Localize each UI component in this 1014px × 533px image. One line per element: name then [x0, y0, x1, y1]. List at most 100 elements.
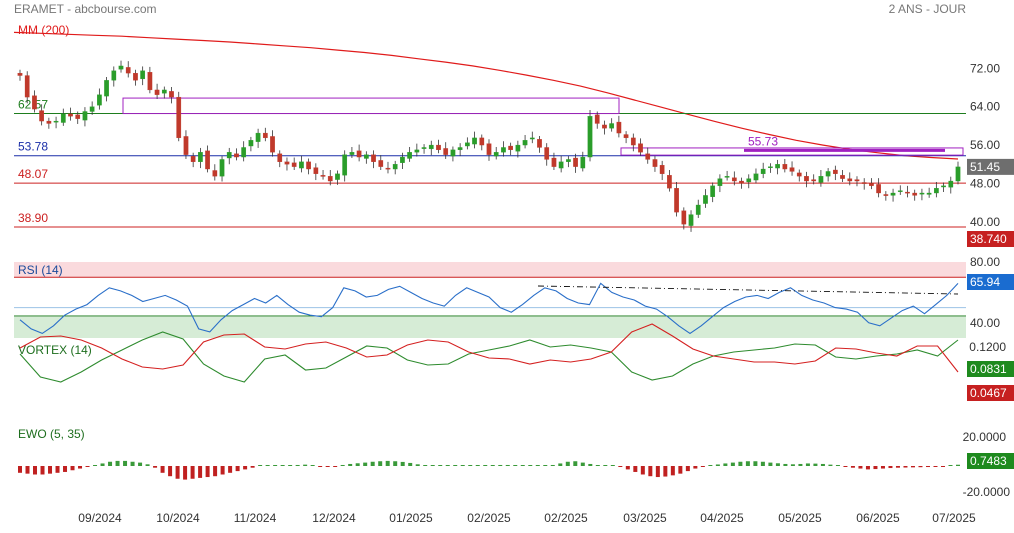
- ewo-bar: [348, 463, 353, 466]
- candle-body: [255, 132, 261, 142]
- rsi-legend: RSI (14): [18, 263, 63, 277]
- candle-body: [941, 185, 946, 188]
- ewo-bar: [843, 466, 848, 467]
- ewo-bar: [603, 465, 608, 466]
- ewo-bar: [715, 464, 720, 466]
- candle-body: [32, 95, 37, 110]
- rsi-overbought-band: [14, 262, 966, 278]
- ewo-bar: [498, 464, 503, 466]
- candle-body: [566, 159, 571, 162]
- candle-body: [659, 165, 665, 174]
- price-tick-label: 40.00: [970, 215, 1000, 229]
- vortex-line-1: [19, 323, 959, 373]
- candle-body: [681, 210, 687, 225]
- ewo-bar: [430, 465, 435, 466]
- ewo-bar: [438, 465, 443, 466]
- price-tick-label: 64.00: [970, 100, 1000, 114]
- ewo-bar: [895, 466, 900, 468]
- candle-body: [854, 179, 860, 182]
- ewo-bar: [918, 466, 923, 468]
- ewo-bar: [198, 466, 203, 478]
- ewo-bar: [588, 463, 593, 466]
- rsi-last-label: 65.94: [970, 275, 1000, 289]
- candle-body: [645, 153, 651, 160]
- candle-body: [313, 167, 319, 174]
- candle-body: [270, 136, 275, 153]
- candle-body: [623, 134, 629, 139]
- ewo-bar: [775, 463, 780, 466]
- candle-body: [861, 182, 867, 184]
- candle-body: [205, 150, 210, 170]
- last-price-label-bg: [967, 158, 1014, 175]
- level-label: 38.90: [18, 211, 48, 225]
- candle-body: [97, 94, 102, 106]
- x-tick-label: 12/2024: [312, 511, 356, 525]
- ewo-bar: [108, 461, 113, 466]
- ewo-bar: [70, 466, 75, 471]
- ewo-bar: [940, 466, 945, 467]
- ewo-bar: [535, 465, 540, 466]
- candle-body: [832, 169, 838, 174]
- ewo-bar: [880, 466, 885, 469]
- candle-body: [667, 175, 672, 189]
- candle-body: [60, 113, 66, 123]
- ewo-bar: [370, 461, 375, 466]
- x-axis: 09/2024 10/2024 11/2024 12/2024 01/2025 02/20…: [78, 511, 976, 525]
- candle-body: [674, 188, 679, 213]
- candle-body: [818, 176, 824, 183]
- candle-body: [356, 150, 362, 158]
- ewo-bar: [558, 463, 563, 466]
- candle-body: [876, 184, 881, 194]
- ewo-bar: [723, 463, 728, 466]
- candle-body: [46, 120, 52, 124]
- ewo-bar: [363, 462, 368, 466]
- ewo-bar: [250, 466, 255, 468]
- ewo-bar: [55, 466, 60, 473]
- candle-body: [457, 147, 463, 151]
- candle-body: [363, 154, 369, 159]
- ewo-bar: [828, 464, 833, 466]
- rsi-tick-label: 80.00: [970, 255, 1000, 269]
- x-tick-label: 09/2024: [78, 511, 122, 525]
- candle-body: [515, 144, 521, 152]
- ewo-bar: [378, 461, 383, 466]
- candle-body: [371, 154, 376, 162]
- ewo-bar: [393, 461, 398, 466]
- ewo-bar: [123, 460, 128, 466]
- ewo-bar: [835, 465, 840, 466]
- candle-body: [335, 173, 340, 180]
- ewo-bar: [168, 466, 173, 477]
- candle-body: [558, 161, 564, 169]
- x-tick-label: 02/2025: [544, 511, 588, 525]
- ewo-bar: [213, 466, 218, 477]
- candle-body: [912, 192, 918, 196]
- ewo-bar: [63, 466, 68, 472]
- candle-body: [342, 154, 348, 176]
- candle-body: [104, 80, 109, 97]
- ewo-bar: [610, 465, 615, 466]
- candle-body: [573, 157, 578, 167]
- price-tick-label: 48.00: [970, 176, 1000, 190]
- level-label: 53.78: [18, 140, 48, 154]
- candle-body: [392, 164, 398, 170]
- candle-body: [602, 124, 607, 129]
- candle-body: [926, 192, 932, 195]
- ewo-bar: [888, 466, 893, 469]
- ewo-last-label-bg: [967, 453, 1014, 469]
- ewo-bar: [258, 465, 263, 466]
- candle-body: [299, 161, 304, 169]
- ewo-bar: [355, 463, 360, 466]
- candle-body: [17, 72, 23, 76]
- candle-body: [652, 159, 658, 167]
- candle-body: [349, 152, 355, 155]
- level-label: 48.07: [18, 167, 48, 181]
- ewo-bar: [325, 466, 330, 467]
- candle-body: [479, 137, 485, 146]
- ewo-bar: [483, 465, 488, 466]
- zone-box-lower: [620, 147, 964, 156]
- ewo-bar: [475, 465, 480, 466]
- candle-body: [796, 172, 802, 177]
- ewo-bar: [903, 466, 908, 468]
